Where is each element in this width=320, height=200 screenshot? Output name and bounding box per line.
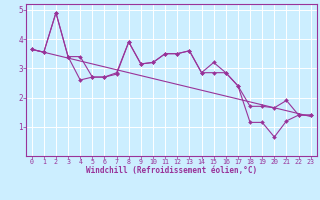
X-axis label: Windchill (Refroidissement éolien,°C): Windchill (Refroidissement éolien,°C)	[86, 166, 257, 175]
